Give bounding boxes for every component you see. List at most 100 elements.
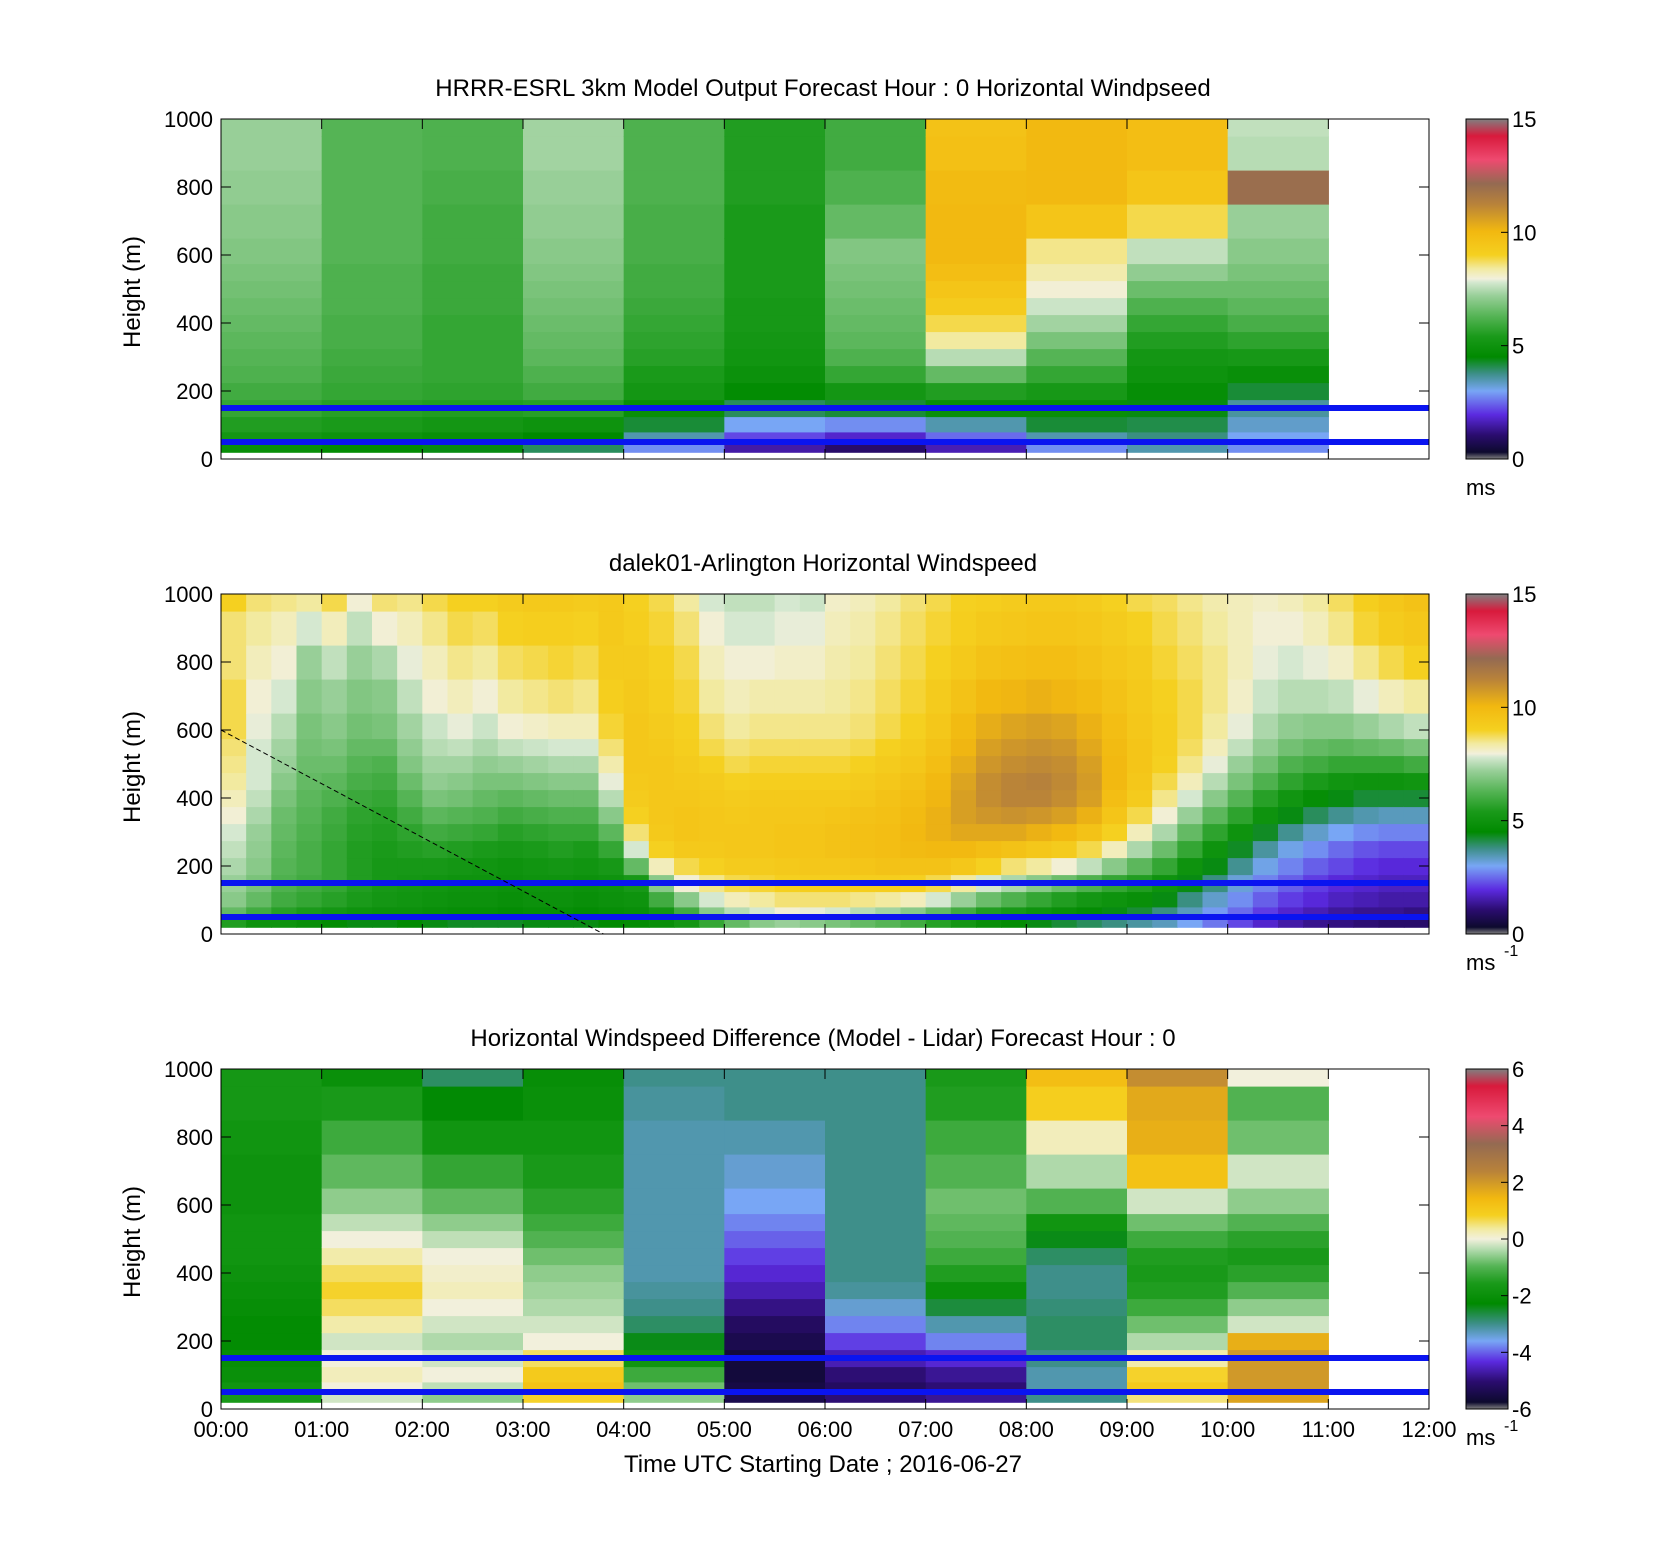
- heatmap-cell: [1303, 738, 1329, 757]
- heatmap-cell: [623, 297, 725, 316]
- heatmap-cell: [1353, 611, 1380, 646]
- y-tick-label: 1000: [164, 582, 213, 607]
- heatmap-cell: [825, 297, 927, 316]
- heatmap-cell: [221, 1086, 323, 1121]
- heatmap-cell: [422, 1315, 524, 1334]
- heatmap-cell: [900, 857, 927, 876]
- heatmap-cell: [749, 823, 776, 842]
- heatmap-cell: [221, 170, 323, 205]
- heatmap-cell: [523, 1188, 625, 1215]
- x-tick-label: 02:00: [395, 1417, 450, 1442]
- heatmap-cell: [699, 738, 725, 757]
- heatmap-cell: [1378, 611, 1405, 646]
- heatmap-cell: [296, 772, 323, 791]
- heatmap-cell: [825, 238, 927, 265]
- heatmap-cell: [1001, 806, 1027, 825]
- heatmap-cell: [497, 772, 524, 791]
- heatmap-cell: [1127, 443, 1229, 453]
- heatmap-cell: [623, 679, 650, 714]
- heatmap-cell: [1252, 840, 1279, 859]
- heatmap-cell: [1076, 755, 1103, 774]
- heatmap-cell: [1127, 713, 1153, 740]
- heatmap-cell: [422, 443, 524, 453]
- heatmap-cell: [1303, 772, 1329, 791]
- heatmap-cell: [497, 755, 524, 774]
- heatmap-cell: [1101, 772, 1128, 791]
- heatmap-cell: [497, 679, 524, 714]
- heatmap-cell: [1252, 713, 1279, 740]
- heatmap-cell: [1127, 331, 1229, 350]
- heatmap-cell: [623, 1332, 725, 1351]
- heatmap-cell: [372, 789, 398, 808]
- heatmap-cell: [1378, 789, 1405, 808]
- heatmap-cell: [749, 772, 776, 791]
- y-tick-label: 400: [176, 311, 213, 336]
- heatmap-cell: [523, 891, 549, 908]
- heatmap-cell: [1227, 416, 1329, 433]
- heatmap-cell: [875, 789, 902, 808]
- heatmap-cell: [372, 594, 398, 612]
- heatmap-cell: [724, 679, 751, 714]
- heatmap-cell: [422, 348, 524, 367]
- heatmap-cell: [648, 679, 675, 714]
- heatmap-cell: [598, 594, 625, 612]
- heatmap-cell: [271, 891, 298, 908]
- heatmap-cell: [397, 891, 423, 908]
- heatmap-cell: [321, 679, 348, 714]
- colorbar-unit-label: ms: [1466, 1425, 1495, 1450]
- heatmap-cell: [1303, 594, 1329, 612]
- heatmap-cell: [1227, 348, 1329, 367]
- heatmap-cell: [925, 594, 952, 612]
- heatmap-cell: [950, 891, 977, 908]
- heatmap-cell: [1127, 857, 1153, 876]
- heatmap-cell: [825, 331, 927, 350]
- heatmap-cell: [321, 1393, 423, 1403]
- heatmap-cell: [925, 382, 1027, 401]
- x-tick-label: 06:00: [797, 1417, 852, 1442]
- heatmap-cell: [497, 645, 524, 680]
- heatmap-cell: [321, 1154, 423, 1189]
- heatmap-cell: [447, 611, 474, 646]
- heatmap-cell: [825, 857, 851, 876]
- panel-title: HRRR-ESRL 3km Model Output Forecast Hour…: [435, 75, 1210, 102]
- heatmap-cell: [1353, 823, 1380, 842]
- heatmap-cell: [372, 772, 398, 791]
- heatmap-cell: [724, 840, 751, 859]
- heatmap-cell: [573, 806, 600, 825]
- heatmap-cell: [1026, 823, 1053, 842]
- heatmap-cell: [221, 755, 247, 774]
- heatmap-cell: [1252, 891, 1279, 908]
- heatmap-cell: [422, 204, 524, 239]
- heatmap-cell: [523, 823, 549, 842]
- heatmap-cell: [699, 918, 725, 928]
- heatmap-cell: [497, 594, 524, 612]
- heatmap-cell: [598, 823, 625, 842]
- heatmap-cell: [598, 755, 625, 774]
- heatmap-cell: [825, 645, 851, 680]
- heatmap-cell: [1227, 263, 1329, 282]
- heatmap-cell: [447, 772, 474, 791]
- heatmap-cell: [925, 1393, 1027, 1403]
- heatmap-cell: [271, 611, 298, 646]
- y-tick-label: 0: [201, 447, 213, 472]
- heatmap-cell: [825, 679, 851, 714]
- heatmap-cell: [825, 136, 927, 171]
- heatmap-cell: [1328, 679, 1355, 714]
- heatmap-cell: [1051, 679, 1078, 714]
- heatmap-cell: [397, 738, 423, 757]
- heatmap-cell: [221, 1120, 323, 1155]
- heatmap-cell: [724, 443, 826, 453]
- heatmap-cell: [875, 891, 902, 908]
- heatmap-cell: [321, 1069, 423, 1087]
- y-tick-label: 600: [176, 243, 213, 268]
- heatmap-cell: [472, 611, 499, 646]
- dashed-line: [220, 729, 604, 935]
- heatmap-cell: [1026, 594, 1053, 612]
- heatmap-cell: [749, 789, 776, 808]
- heatmap-cell: [447, 789, 474, 808]
- heatmap-cell: [246, 713, 272, 740]
- heatmap-cell: [1378, 738, 1405, 757]
- heatmap-cell: [422, 170, 524, 205]
- heatmap-cells: [221, 594, 1430, 928]
- heatmap-cell: [1001, 755, 1027, 774]
